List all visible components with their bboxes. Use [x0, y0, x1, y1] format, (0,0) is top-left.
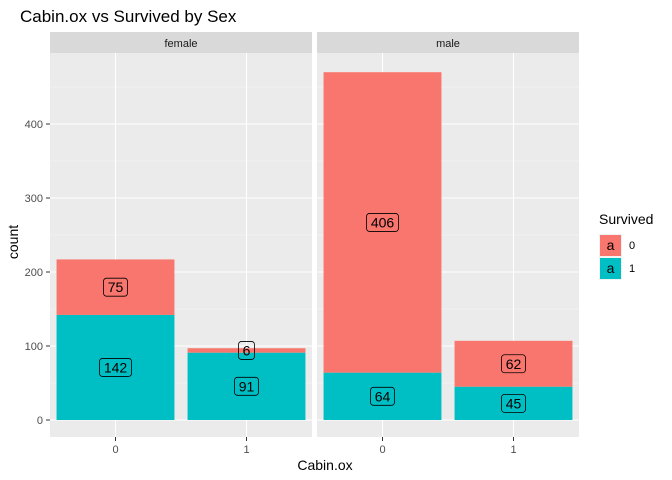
- data-label-box: [501, 354, 526, 374]
- legend-label: 1: [629, 263, 635, 275]
- bar-segment-survived-0: [187, 348, 306, 353]
- data-label: 64: [375, 388, 391, 404]
- bar-segment-survived-0: [323, 72, 442, 373]
- facet-strip: [317, 32, 579, 53]
- bar-segment-survived-1: [56, 314, 175, 420]
- data-label: 75: [108, 279, 124, 295]
- data-label: 6: [243, 342, 251, 358]
- x-tick-label: 0: [112, 444, 118, 456]
- data-label-box: [234, 376, 259, 396]
- facet-panel-male: male 64 406 0 45 62 1: [317, 32, 579, 456]
- legend-key-swatch: [600, 258, 621, 279]
- legend-key-glyph: a: [607, 260, 615, 276]
- facet-panel-female: female 142 75 0 91 6 1: [50, 32, 312, 456]
- bar-segment-survived-1: [187, 352, 306, 420]
- y-tick-label: 100: [25, 341, 43, 353]
- data-label: 62: [506, 356, 522, 372]
- y-tick-label: 300: [25, 193, 43, 205]
- legend-label: 0: [629, 240, 635, 252]
- y-tick-label: 200: [25, 267, 43, 279]
- data-label: 406: [371, 214, 395, 230]
- bar-segment-survived-0: [56, 259, 175, 315]
- data-label: 91: [239, 378, 255, 394]
- data-label-box: [370, 386, 395, 406]
- chart-title: Cabin.ox vs Survived by Sex: [20, 7, 237, 26]
- data-label-box: [366, 213, 399, 232]
- facet-panels: 0 100 200 300 400 female 142 75 0 91 6 1 male 64 406 0 4…: [25, 32, 579, 456]
- data-label: 142: [104, 359, 128, 375]
- facet-strip: [50, 32, 312, 53]
- legend: Survived a 0 a 1: [599, 211, 653, 280]
- x-tick-label: 0: [379, 444, 385, 456]
- legend-key-swatch: [600, 235, 621, 256]
- bar-segment-survived-1: [323, 372, 442, 420]
- data-label-box: [501, 393, 526, 413]
- facet-strip-label: female: [164, 38, 197, 50]
- facet-strip-label: male: [436, 38, 460, 50]
- bar-segment-survived-1: [454, 386, 573, 420]
- legend-title: Survived: [599, 211, 653, 227]
- bar-segment-survived-0: [454, 340, 573, 387]
- legend-key-glyph: a: [607, 237, 615, 253]
- x-tick-label: 1: [510, 444, 516, 456]
- y-tick-label: 0: [37, 415, 43, 427]
- data-label-box: [99, 358, 132, 377]
- data-label-box: [103, 277, 128, 297]
- data-label: 45: [506, 395, 522, 411]
- data-label-box: [238, 341, 255, 360]
- x-tick-label: 1: [243, 444, 249, 456]
- x-axis-title: Cabin.ox: [297, 457, 352, 473]
- y-tick-label: 400: [25, 119, 43, 131]
- y-axis-title: count: [5, 225, 21, 259]
